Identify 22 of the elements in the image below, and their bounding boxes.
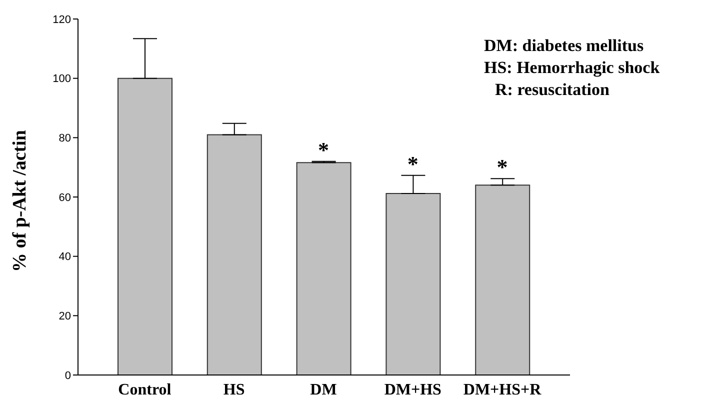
x-tick-label: Control xyxy=(118,381,172,398)
y-tick-label: 20 xyxy=(58,310,71,323)
y-tick-label: 40 xyxy=(58,251,71,264)
x-tick-label: DM xyxy=(310,381,337,398)
annotation: * xyxy=(318,137,329,162)
annotation: * xyxy=(496,154,508,180)
x-tick-label: HS xyxy=(223,381,245,398)
x-tick-label: DM+HS xyxy=(384,381,442,398)
bar xyxy=(206,134,262,375)
y-axis-title: % of p-Akt /actin xyxy=(10,130,31,272)
bar xyxy=(118,78,172,375)
bar xyxy=(296,162,352,375)
y-tick-label: 80 xyxy=(58,132,71,145)
y-tick-label: 0 xyxy=(64,370,71,382)
annotation: * xyxy=(407,151,418,176)
y-tick-label: 120 xyxy=(52,14,71,26)
bar xyxy=(475,184,530,375)
y-tick-label: 60 xyxy=(58,192,71,204)
y-tick-label: 100 xyxy=(52,73,71,86)
bar xyxy=(386,192,441,375)
abbreviation-notes: DM: diabetes mellitus HS: Hemorrhagic shock R: resuscitation xyxy=(484,35,660,101)
x-tick-label: DM+HS+R xyxy=(463,381,542,398)
